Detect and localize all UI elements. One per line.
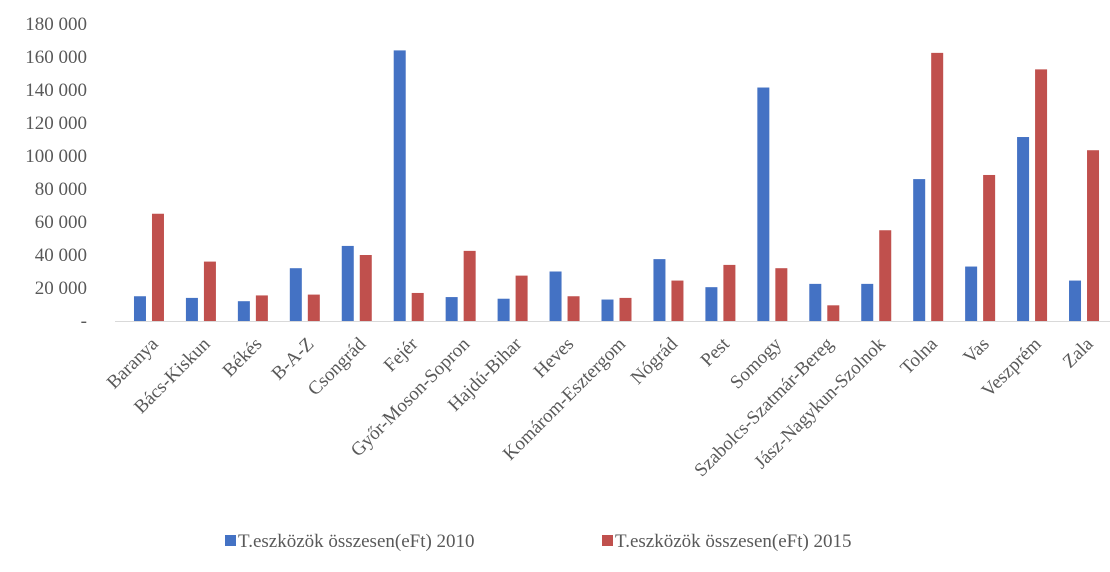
- bar-series-1: [601, 299, 614, 321]
- bar-series-2: [879, 230, 892, 321]
- y-tick-label: 80 000: [35, 179, 87, 200]
- bar-series-1: [913, 179, 926, 321]
- bar-series-1: [1017, 137, 1030, 321]
- x-tick-label: Pest: [697, 333, 735, 371]
- bar-series-1: [497, 298, 510, 321]
- bar-series-1: [133, 296, 146, 321]
- bar-series-2: [463, 250, 476, 321]
- bar-series-2: [671, 280, 684, 321]
- bar-series-1: [289, 268, 302, 321]
- bar-series-1: [237, 301, 250, 321]
- bar-series-1: [445, 297, 458, 321]
- bar-series-2: [931, 52, 944, 321]
- x-tick-label: Fejér: [380, 333, 423, 376]
- bar-series-2: [619, 297, 632, 321]
- bar-series-2: [255, 295, 268, 321]
- bar-series-2: [151, 213, 164, 321]
- bar-series-1: [549, 271, 562, 321]
- bar-series-2: [203, 261, 216, 321]
- bar-series-2: [1035, 69, 1048, 321]
- x-tick-label: Zala: [1059, 333, 1098, 372]
- bar-series-2: [1087, 150, 1100, 321]
- legend-label-2: T.eszközök összesen(eFt) 2015: [615, 531, 852, 552]
- bar-series-1: [185, 297, 198, 321]
- bar-series-2: [827, 305, 840, 321]
- x-tick-label: Csongrád: [304, 333, 371, 400]
- y-tick-label: 180 000: [25, 14, 87, 35]
- legend-label-1: T.eszközök összesen(eFt) 2010: [238, 531, 475, 552]
- y-tick-label: 40 000: [35, 245, 87, 266]
- bar-series-1: [861, 283, 874, 321]
- bar-series-1: [705, 287, 718, 321]
- y-tick-label: -: [81, 311, 87, 332]
- bar-series-1: [341, 245, 354, 321]
- bar-series-1: [1069, 280, 1082, 321]
- y-tick-label: 120 000: [25, 113, 87, 134]
- bar-series-2: [307, 294, 320, 321]
- bar-series-2: [411, 292, 424, 321]
- x-tick-label: Heves: [530, 334, 578, 382]
- y-tick-label: 160 000: [25, 47, 87, 68]
- bar-series-1: [809, 283, 822, 321]
- y-tick-label: 100 000: [25, 146, 87, 167]
- y-axis: - 20 000 40 000 60 000 80 000 100 000 120 000 1…: [25, 14, 87, 332]
- x-tick-label: Tolna: [896, 333, 942, 379]
- bars: [133, 50, 1100, 322]
- bar-series-2: [775, 268, 788, 321]
- bar-series-2: [723, 264, 736, 321]
- bar-series-2: [515, 275, 528, 321]
- legend-swatch-1: [225, 535, 236, 546]
- bar-series-1: [757, 87, 770, 322]
- legend: T.eszközök összesen(eFt) 2010 T.eszközök …: [225, 531, 852, 552]
- x-tick-label: B-A-Z: [268, 334, 319, 385]
- bar-series-2: [983, 174, 996, 321]
- y-tick-label: 140 000: [25, 80, 87, 101]
- y-tick-label: 20 000: [35, 278, 87, 299]
- x-tick-label: Nógrád: [627, 333, 682, 388]
- bar-series-1: [653, 259, 666, 321]
- x-tick-label: Békés: [219, 334, 267, 382]
- legend-swatch-2: [602, 535, 613, 546]
- y-tick-label: 60 000: [35, 212, 87, 233]
- bar-series-2: [567, 296, 580, 321]
- bar-series-1: [965, 266, 978, 321]
- x-tick-label: Vas: [959, 334, 993, 368]
- bar-series-1: [393, 50, 406, 322]
- bar-series-2: [359, 255, 372, 321]
